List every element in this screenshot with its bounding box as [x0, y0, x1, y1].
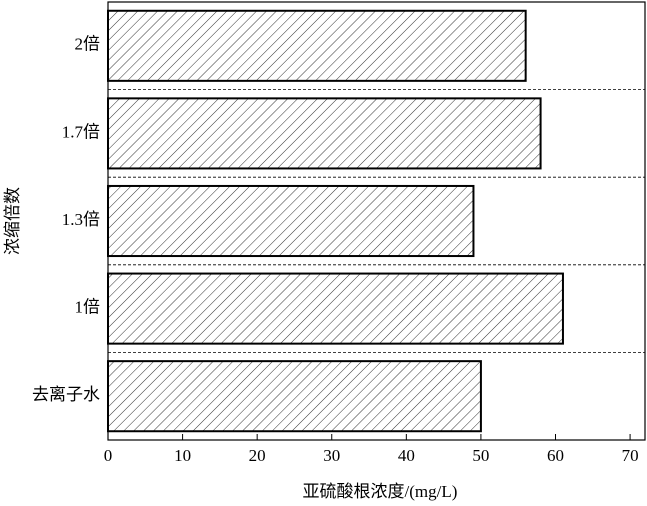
y-axis-label: 浓缩倍数: [3, 187, 22, 255]
bar: [107, 360, 482, 433]
bar: [107, 9, 527, 82]
x-tick-label: 60: [547, 446, 564, 465]
x-tick-label: 0: [104, 446, 113, 465]
x-axis-label: 亚硫酸根浓度/(mg/L): [303, 482, 458, 501]
x-tick-label: 70: [622, 446, 639, 465]
x-tick-label: 40: [398, 446, 415, 465]
y-tick-label: 1倍: [75, 298, 101, 317]
y-tick-label: 2倍: [75, 35, 101, 54]
x-tick-label: 10: [174, 446, 191, 465]
bar: [107, 272, 564, 345]
bar: [107, 184, 475, 258]
x-tick-label: 30: [323, 446, 340, 465]
x-tick-label: 20: [249, 446, 266, 465]
bar: [107, 97, 542, 170]
y-tick-label: 1.3倍: [62, 210, 100, 229]
y-tick-label: 1.7倍: [62, 122, 100, 141]
x-tick-label: 50: [472, 446, 489, 465]
y-tick-label: 去离子水: [32, 385, 100, 404]
